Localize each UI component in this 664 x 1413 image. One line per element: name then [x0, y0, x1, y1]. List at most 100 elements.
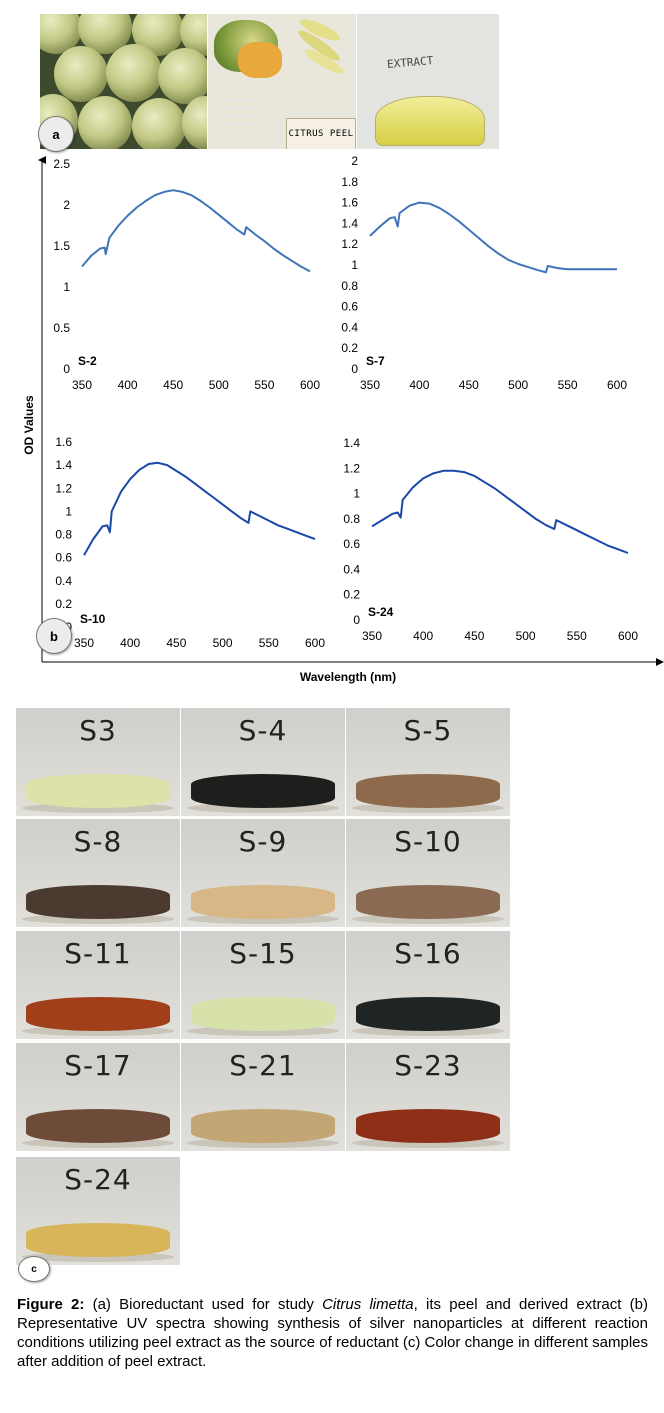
- y-tick-label: 2.5: [53, 157, 70, 171]
- beaker-liquid: [356, 997, 500, 1031]
- x-axis-title: Wavelength (nm): [300, 670, 396, 684]
- y-tick-label: 0.4: [55, 574, 72, 588]
- photo-citrus-peel: CITRUS PEEL: [208, 14, 356, 149]
- x-tick-label: 450: [464, 629, 484, 643]
- x-tick-label: 550: [567, 629, 587, 643]
- subplots-group: 0 0.5 1 1.5 2 2.5 350 400 450 500 550 600 S-2 0 0.2 0.4…: [53, 154, 638, 650]
- y-tick-label: 1: [63, 280, 70, 294]
- sample-photo-label: S-23: [394, 1049, 462, 1082]
- beaker-rim: [22, 1252, 174, 1262]
- beaker-rim: [352, 1138, 504, 1148]
- sample-photo: S-8: [16, 819, 180, 927]
- sample-photo-label: S3: [79, 714, 117, 747]
- subplot-s-10: 00.20.40.60.811.21.41.635040045050055060…: [55, 435, 325, 650]
- panel-label-a-text: a: [52, 126, 60, 142]
- beaker-rim: [187, 1138, 339, 1148]
- panel-label-c-text: c: [31, 1263, 37, 1275]
- sample-photo: S-17: [16, 1043, 180, 1151]
- sample-photo: S-9: [181, 819, 345, 927]
- x-tick-label: 350: [74, 636, 94, 650]
- sample-label-s-24: S-24: [368, 605, 394, 619]
- y-tick-label: 2: [63, 198, 70, 212]
- x-tick-label: 600: [305, 636, 325, 650]
- y-tick-label: 1.4: [343, 436, 360, 450]
- beaker-rim: [187, 914, 339, 924]
- x-tick-label: 350: [360, 378, 380, 392]
- y-tick-label: 0.2: [55, 597, 72, 611]
- x-tick-label: 400: [120, 636, 140, 650]
- x-tick-label: 400: [409, 378, 429, 392]
- y-tick-label: 0.8: [55, 528, 72, 542]
- caption-lead: Figure 2:: [17, 1296, 85, 1313]
- beaker-rim: [22, 803, 174, 813]
- sample-photo-label: S-16: [394, 937, 462, 970]
- beaker-rim: [22, 1138, 174, 1148]
- sample-photo-label: S-17: [64, 1049, 132, 1082]
- beaker-rim: [187, 1026, 339, 1036]
- beaker-liquid: [26, 1109, 170, 1143]
- spectrum-line-s-2: [81, 189, 311, 273]
- spectrum-line-s-24: [371, 469, 629, 554]
- sample-photo-label: S-4: [238, 714, 288, 747]
- subplot-s-2: 0 0.5 1 1.5 2 2.5 350 400 450 500 550 600 S-2: [53, 157, 320, 392]
- y-axis-title: OD Values: [22, 395, 36, 455]
- beaker-liquid: [356, 1109, 500, 1143]
- figure-caption: Figure 2: (a) Bioreductant used for stud…: [17, 1295, 648, 1371]
- uv-spectra-chart: OD Values Wavelength (nm) 0 0.5 1 1.5 2 2.5 35…: [22, 154, 664, 684]
- y-tick-label: 0: [63, 362, 70, 376]
- y-tick-label: 1.4: [341, 216, 358, 230]
- extract-label: EXTRACT: [386, 54, 434, 71]
- x-tick-label: 550: [558, 378, 578, 392]
- subplot-s-24: 0 0.2 0.4 0.6 0.8 1 1.2 1.4 350 400 450 500 550 600 S-…: [343, 436, 638, 643]
- x-tick-label: 350: [72, 378, 92, 392]
- beaker-rim: [352, 803, 504, 813]
- sample-photo-label: S-11: [64, 937, 132, 970]
- sample-photo-label: S-8: [73, 825, 123, 858]
- y-tick-label: 0.6: [341, 300, 358, 314]
- beaker-liquid: [26, 774, 170, 808]
- sample-label-s-2: S-2: [78, 354, 97, 368]
- beaker-liquid: [26, 885, 170, 919]
- y-tick-label: 0.4: [341, 320, 358, 334]
- y-tick-label: 0.6: [343, 537, 360, 551]
- sample-photo: S-24: [16, 1157, 180, 1265]
- x-tick-label: 500: [516, 629, 536, 643]
- y-tick-label: 0.2: [343, 588, 360, 602]
- x-tick-label: 400: [118, 378, 138, 392]
- y-tick-label: 1: [353, 487, 360, 501]
- y-tick-label: 1: [351, 258, 358, 272]
- x-tick-label: 500: [213, 636, 233, 650]
- y-tick-label: 0.2: [341, 341, 358, 355]
- x-tick-label: 550: [254, 378, 274, 392]
- y-tick-label: 0: [353, 613, 360, 627]
- beaker-liquid: [191, 1109, 335, 1143]
- sample-photo-label: S-24: [64, 1163, 132, 1196]
- panel-label-a: a: [38, 116, 74, 152]
- sample-photo: S-21: [181, 1043, 345, 1151]
- y-tick-label: 1.2: [343, 461, 360, 475]
- caption-species: Citrus limetta: [322, 1296, 414, 1313]
- y-tick-label: 0.8: [341, 279, 358, 293]
- y-tick-label: 2: [351, 154, 358, 168]
- x-tick-label: 600: [300, 378, 320, 392]
- sample-label-s-7: S-7: [366, 354, 385, 368]
- sample-photo: S-11: [16, 931, 180, 1039]
- beaker-liquid: [356, 774, 500, 808]
- sample-label-s-10: S-10: [80, 612, 106, 626]
- x-tick-label: 600: [607, 378, 627, 392]
- beaker-rim: [22, 914, 174, 924]
- y-tick-label: 0.4: [343, 562, 360, 576]
- subplot-s-7: 0 0.2 0.4 0.6 0.8 1 1.2 1.4 1.6 1.8 2 350 400 450 500 5…: [341, 154, 627, 392]
- beaker-liquid: [26, 1223, 170, 1257]
- y-tick-label: 0: [351, 362, 358, 376]
- y-tick-label: 1.6: [55, 435, 72, 449]
- y-tick-label: 0.8: [343, 512, 360, 526]
- x-tick-label: 600: [618, 629, 638, 643]
- sample-photo: S-23: [346, 1043, 510, 1151]
- x-tick-label: 450: [459, 378, 479, 392]
- y-tick-label: 1.2: [341, 237, 358, 251]
- beaker-liquid: [356, 885, 500, 919]
- beaker-liquid: [191, 997, 335, 1031]
- y-tick-label: 1.6: [341, 196, 358, 210]
- sample-photo-label: S-5: [403, 714, 453, 747]
